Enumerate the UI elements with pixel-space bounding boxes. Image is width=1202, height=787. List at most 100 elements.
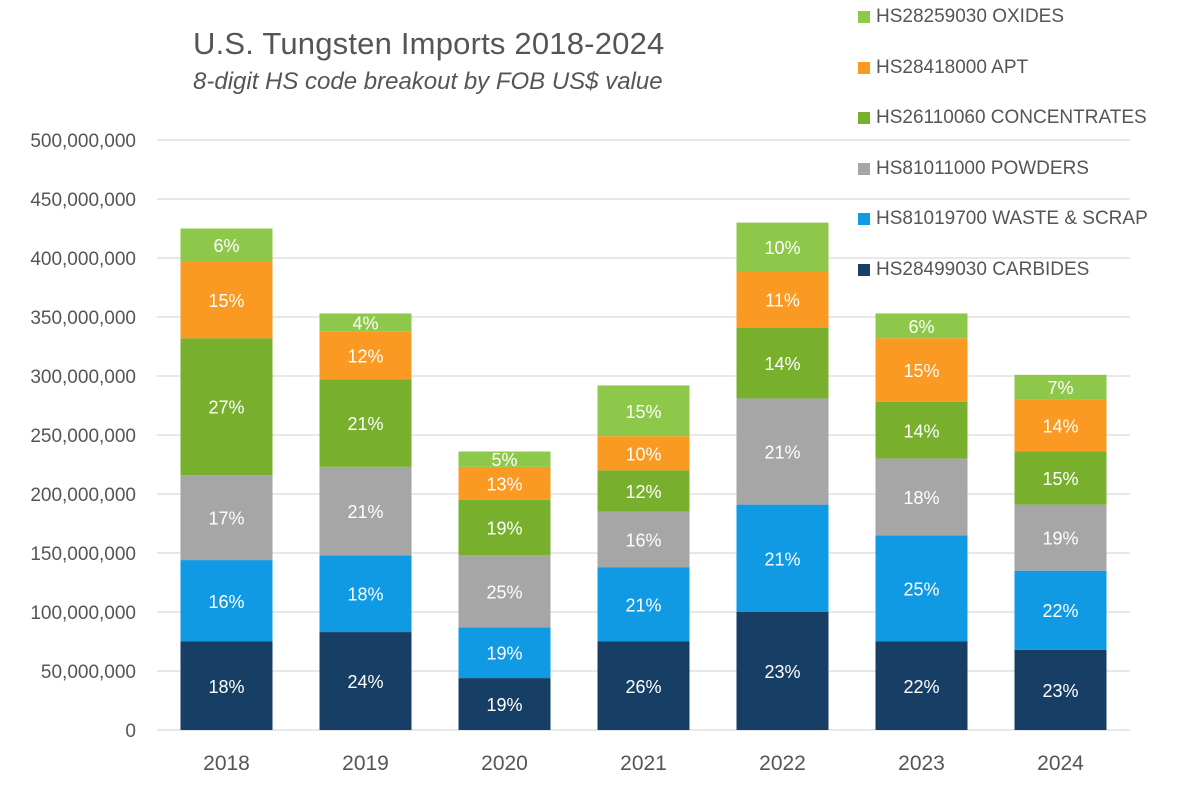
x-tick-label: 2019 (342, 752, 389, 775)
data-label: 19% (486, 644, 522, 664)
data-label: 21% (347, 414, 383, 434)
data-label: 15% (625, 402, 661, 422)
data-label: 18% (347, 585, 383, 605)
bar-segment (875, 338, 968, 402)
bar-segment (597, 436, 690, 471)
data-label: 5% (491, 450, 517, 470)
bar-segment (597, 641, 690, 730)
data-label: 10% (764, 238, 800, 258)
legend-label: HS28418000 APT (876, 56, 1029, 78)
data-label: 21% (764, 549, 800, 569)
data-label: 4% (352, 313, 378, 333)
legend-swatch (858, 263, 870, 276)
legend-swatch (858, 213, 870, 225)
data-label: 15% (903, 361, 939, 381)
y-tick-label: 100,000,000 (30, 603, 136, 624)
bar-segment (180, 261, 273, 339)
legend-item: HS28499030 CARBIDES (858, 259, 1089, 281)
chart-subtitle: 8-digit HS code breakout by FOB US$ valu… (193, 68, 663, 95)
y-tick-label: 200,000,000 (30, 485, 136, 506)
data-label: 18% (208, 677, 244, 697)
data-label: 26% (625, 677, 661, 697)
legend-swatch (858, 112, 870, 124)
data-label: 19% (486, 695, 522, 715)
data-label: 14% (903, 421, 939, 441)
bar-segment (597, 511, 690, 568)
bar-segment (180, 338, 273, 476)
bar-segment (1014, 374, 1107, 400)
bar-segment (180, 641, 273, 730)
bar-segment (1014, 399, 1107, 452)
bar-segment (875, 641, 968, 730)
bar-segment (1014, 649, 1107, 730)
bar-segment (458, 555, 551, 628)
data-label: 16% (625, 530, 661, 550)
bar-group-2018: 18% 16% 17% 27% 15% 6% (180, 228, 273, 730)
y-tick-label: 450,000,000 (30, 190, 136, 211)
data-label: 7% (1047, 378, 1073, 398)
bar-segment (597, 567, 690, 642)
bar-segment (319, 379, 412, 467)
bar-segment (1014, 451, 1107, 505)
data-label: 14% (764, 354, 800, 374)
bar-segment (736, 270, 829, 328)
bar-segment (597, 385, 690, 437)
bar-segment (1014, 504, 1107, 571)
data-label: 19% (1042, 529, 1078, 549)
bar-group-2024: 23% 22% 19% 15% 14% 7% (1014, 374, 1107, 730)
data-label: 15% (1042, 469, 1078, 489)
chart-title: U.S. Tungsten Imports 2018-2024 (193, 26, 665, 61)
legend-item: HS28418000 APT (858, 57, 1028, 79)
data-label: 21% (347, 502, 383, 522)
legend-label: HS26110060 CONCENTRATES (876, 107, 1147, 128)
bar-group-2020: 19% 19% 25% 19% 13% 5% (458, 450, 551, 730)
x-tick-label: 2024 (1037, 752, 1084, 775)
bar-segment (319, 632, 412, 730)
data-label: 18% (903, 488, 939, 508)
y-tick-label: 250,000,000 (30, 426, 136, 447)
bar-segment (458, 499, 551, 556)
bar-segment (875, 401, 968, 459)
legend-label: HS28259030 OXIDES (876, 6, 1065, 27)
data-label: 19% (486, 519, 522, 539)
y-tick-label: 300,000,000 (30, 367, 136, 388)
bar-segment (597, 470, 690, 512)
data-label: 13% (486, 474, 522, 494)
data-label: 22% (1042, 601, 1078, 621)
bar-group-2021: 26% 21% 16% 12% 10% 15% (597, 385, 690, 730)
data-label: 21% (625, 595, 661, 615)
x-tick-label: 2021 (620, 752, 667, 775)
bar-segment (319, 313, 412, 332)
bar-segment (1014, 570, 1107, 650)
y-tick-label: 0 (125, 721, 136, 742)
data-label: 17% (208, 509, 244, 529)
data-label: 11% (765, 290, 800, 310)
y-tick-label: 350,000,000 (30, 308, 136, 329)
data-label: 14% (1042, 417, 1078, 437)
data-label: 12% (625, 482, 661, 502)
bar-segment (458, 451, 551, 467)
bar-segment (736, 612, 829, 730)
bar-segment (458, 466, 551, 500)
bar-segment (458, 627, 551, 679)
data-label: 24% (347, 672, 383, 692)
legend-label: HS28499030 CARBIDES (876, 258, 1090, 280)
bar-segment (736, 222, 829, 271)
legend-item: HS81011000 POWDERS (858, 158, 1089, 180)
bar-segment (736, 398, 829, 505)
x-tick-label: 2018 (203, 752, 250, 775)
y-tick-label: 500,000,000 (30, 131, 136, 152)
data-label: 10% (625, 444, 661, 464)
legend-item: HS28259030 OXIDES (858, 6, 1064, 28)
bar-segment (319, 331, 412, 380)
y-tick-label: 50,000,000 (41, 662, 136, 683)
data-label: 23% (764, 662, 800, 682)
bar-segment (875, 458, 968, 536)
bar-segment (319, 466, 412, 556)
bar-group-2019: 24% 18% 21% 21% 12% 4% (319, 313, 412, 730)
data-label: 15% (208, 291, 244, 311)
legend-swatch (858, 162, 870, 175)
legend-label: HS81019700 WASTE & SCRAP (876, 208, 1148, 229)
y-tick-label: 150,000,000 (30, 544, 136, 565)
